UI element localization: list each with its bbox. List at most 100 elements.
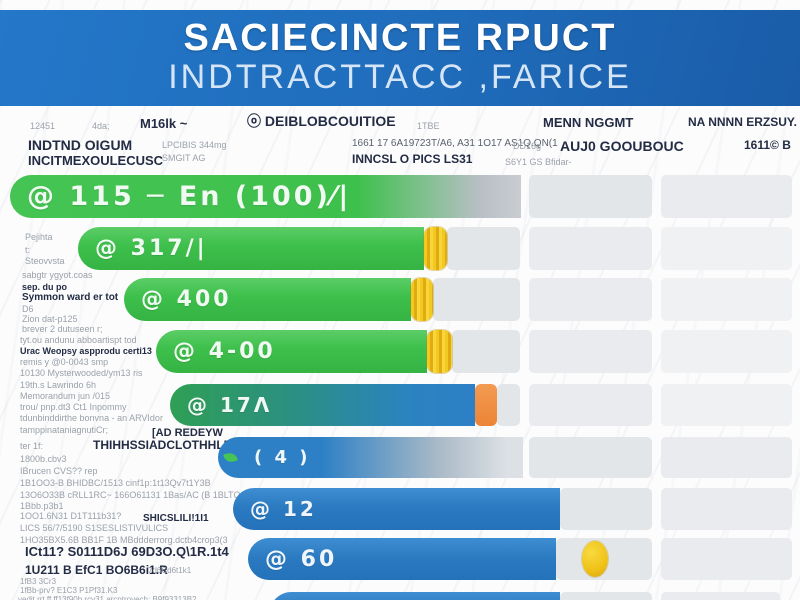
header-item: INDTND OIGUM: [28, 137, 133, 153]
row-label-text: tyt.ou andunu abboartispt tod: [20, 335, 137, 345]
bar-fill: @ 317/|: [78, 227, 424, 270]
row-label-text: 1800b.cbv3: [20, 454, 67, 464]
bar-fill: ( 4 ): [218, 437, 523, 478]
header-item: ⓞ DEIBLOBCOUITIOE: [247, 113, 396, 129]
header-item: S6Y1 GS Bfidar-: [505, 157, 572, 167]
row-label-text: IBrucen CVS?? rep: [20, 466, 98, 476]
bar-value-label: @ 400: [141, 287, 232, 312]
header-item: INNCSL O PICS LS31: [352, 152, 473, 166]
header-item: 1661 17 6A19723T/A6, A31 1O17 AS1Q.QN(1: [352, 138, 558, 149]
bar-track-segment: [661, 175, 792, 218]
row-label-text: 10130 Mysterwooded/ym13 ris: [20, 368, 143, 378]
bar-value-label: @ 4-00: [173, 339, 276, 364]
marker-yellow: [424, 227, 447, 270]
row-label-text: Zion dat-p125: [22, 314, 78, 324]
row-label-text: LICS 56/7/5190 S1SESLISTIVULICS: [20, 523, 169, 533]
page-subtitle: INDTRACTTACC ,FARICE: [168, 58, 632, 97]
header-item: INCITMEXOULECUSC: [28, 153, 164, 168]
leaf-icon: [223, 451, 238, 464]
header-item: 4da;: [92, 121, 110, 131]
title-banner: SACIECINCTE RPUCT INDTRACTTACC ,FARICE: [0, 10, 800, 106]
bar-fill: @ 115 ─ En (100)⁄|: [10, 175, 521, 218]
row-label-text: tdunbinddirthe bonvna - an ARVIdor: [20, 413, 163, 423]
row-label-text: 1fBb-prv? E1C3 P1Pf31.K3: [20, 586, 118, 595]
marker-ycircle: [582, 541, 608, 577]
row-label-text: 1OO1.6N31 D1T111b31?: [20, 511, 122, 521]
row-label-text: trou/ pnp.dt3 Ct1 Inpommy: [20, 402, 127, 412]
header-item: M16lk ~: [140, 116, 188, 131]
bar-track-segment: [661, 538, 792, 580]
bar-track-segment: [661, 227, 792, 270]
row-label-text: tamppinataniagnutiCr;: [20, 425, 109, 435]
bar-track-segment: [560, 592, 652, 600]
bar-track-segment: [529, 175, 652, 218]
header-item: 12451: [30, 121, 56, 131]
row-label-text: 1fB3 3Cr3: [20, 577, 57, 586]
bar-value-label: ( 4 ): [254, 447, 311, 468]
row-label-text: D6: [22, 304, 34, 314]
bar-track-segment: [452, 330, 520, 373]
row-label-text: 1U211 B EfC1 BO6B6i1.R: [25, 563, 168, 577]
bar-track-segment: [661, 488, 792, 530]
row-label-text: 1B1OO3-B BHIDBC/1513 cinf1p:1t13Qv7t1Y3B: [20, 478, 211, 488]
header-item: AUJ0 GOOUBOUC: [560, 138, 684, 154]
row-label-text: brever 2 dutuseen r;: [22, 324, 103, 334]
bar-track-segment: [529, 227, 652, 270]
row-label-text: Memorandum jun /015: [20, 391, 111, 401]
bar-fill: @ 12: [233, 488, 560, 530]
marker-yellow: [411, 278, 433, 321]
row-label-text: 1Bbb.p3b1: [20, 501, 64, 511]
bar-track-segment: [661, 330, 792, 373]
bar-track-segment: [661, 592, 780, 600]
bar-track-segment: [497, 384, 520, 426]
row-label-text: 19th.s Lawrindo 6h: [20, 380, 97, 390]
row-label-text: ICt11? S0111D6J 69D3O.Q\1R.1t4: [25, 544, 229, 559]
bar-track-segment: [661, 384, 792, 426]
row-label-text: t:: [25, 245, 31, 255]
marker-yellow: [427, 330, 452, 373]
bar-track-segment: [433, 278, 520, 321]
page-title: SACIECINCTE RPUCT: [183, 17, 617, 60]
row-label-text: remis y @0-0043 smp: [20, 357, 109, 367]
row-label-text: sabgtr ygyot.coas: [22, 270, 93, 280]
bar-fill: @ 400: [124, 278, 411, 321]
header-item: 1611© B: [744, 138, 791, 152]
bar-fill: @ 4-00: [156, 330, 427, 373]
bar-track-segment: [529, 330, 652, 373]
bar-track-segment: [560, 488, 652, 530]
bar-value-label: @ 17Λ: [187, 393, 273, 417]
row-label-text: 13O6O33B cRLL1RC~ 166O61131 1Bas/AC (B 1…: [20, 490, 256, 500]
bar-fill: [270, 592, 560, 600]
row-label-text: sep. du po: [22, 282, 67, 292]
bar-track-segment: [661, 437, 792, 478]
row-label-text: 7d6Cd6t1k1: [148, 566, 192, 575]
header-item: LPCIBIS 344mg: [162, 140, 227, 150]
bar-value-label: @ 317/|: [95, 236, 208, 261]
bar-fill: @ 60: [248, 538, 556, 580]
bar-fill: @ 17Λ: [170, 384, 475, 426]
bar-value-label: @ 60: [265, 546, 338, 572]
row-label-text: Pejihta: [25, 232, 53, 242]
header-item: 1TBE: [417, 121, 440, 131]
row-label-text: 1HO35BX5.6B BB1F 1B MBddderrorg.dctb4cro…: [20, 535, 228, 545]
bar-value-label: @ 12: [250, 497, 317, 521]
bar-track-segment: [529, 437, 652, 478]
bar-track-segment: [529, 384, 652, 426]
row-label-text: Steovvsta: [25, 256, 65, 266]
row-label-text: vedit rrt ff ff13f90b.rcv31 arcptrovech;…: [18, 595, 197, 600]
bar-track-segment: [661, 278, 792, 321]
row-label-text: ter 1f:: [20, 441, 44, 451]
bar-value-label: @ 115 ─ En (100)⁄|: [27, 181, 352, 212]
header-item: NA NNNN ERZSUY.: [688, 115, 797, 129]
bar-track-segment: [529, 278, 652, 321]
header-item: MENN NGGMT: [543, 115, 634, 130]
row-label-text: [AD REDEYW: [152, 427, 223, 439]
marker-orange: [475, 384, 497, 426]
row-label-text: Urac Weopsy aspprodu certi13: [20, 346, 152, 356]
row-label-text: Symmon ward er tot: [22, 292, 119, 303]
row-label-text: SHICSLILI!1I1: [143, 513, 209, 524]
bar-track-segment: [447, 227, 520, 270]
header-item: DD16g: [513, 141, 542, 151]
header-item: SMGIT AG: [162, 153, 206, 163]
